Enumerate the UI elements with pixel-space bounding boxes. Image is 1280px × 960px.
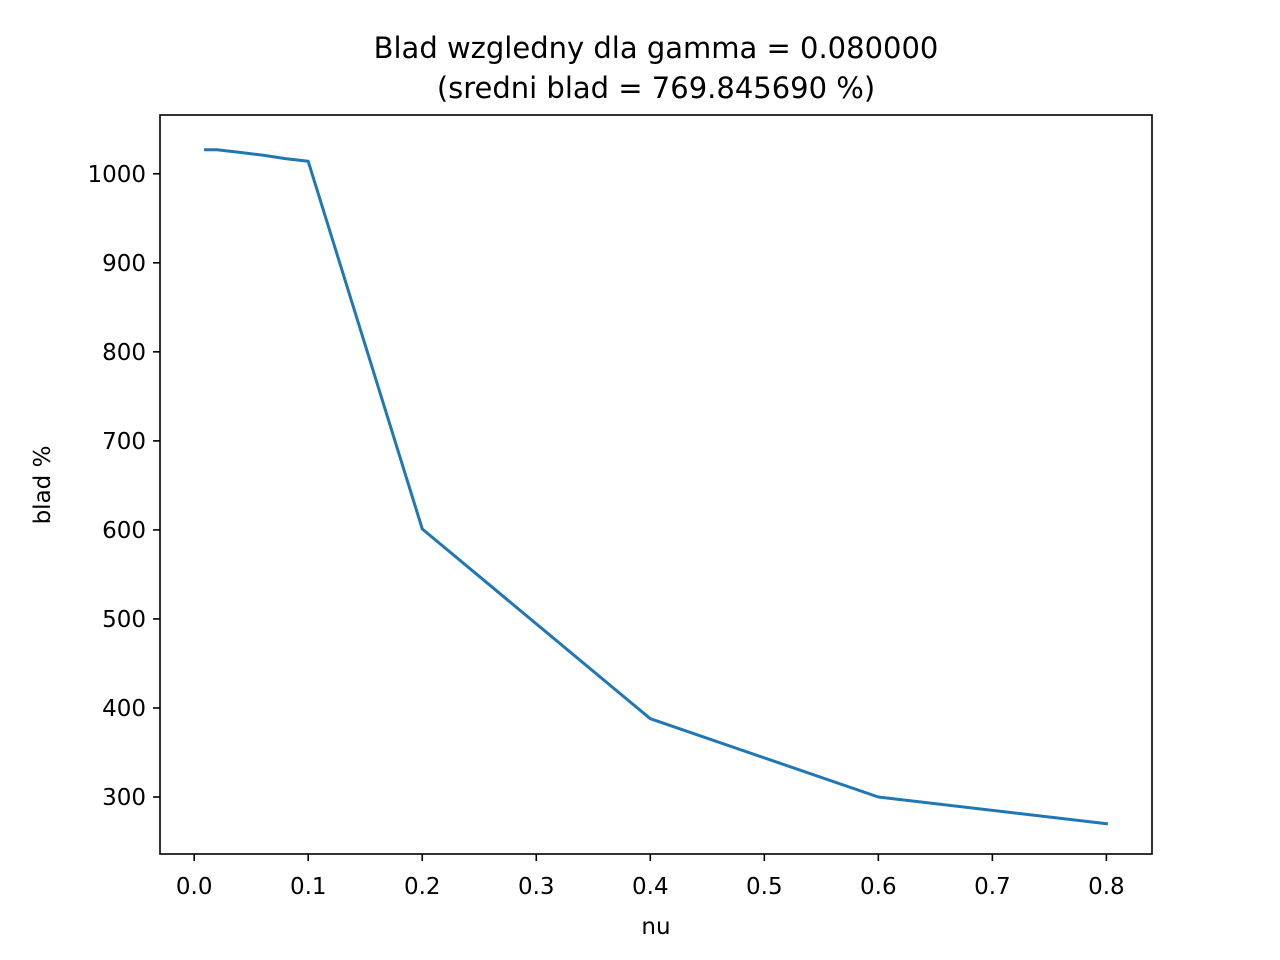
x-tick-label: 0.6 [860,874,897,900]
y-tick-label: 900 [102,251,146,277]
y-axis-label: blad % [30,446,56,525]
y-tick-label: 800 [102,340,146,366]
x-tick-label: 0.1 [290,874,327,900]
y-tick-label: 400 [102,696,146,722]
series-line [204,148,1109,826]
y-tick-label: 1000 [87,162,146,188]
y-axis-ticks: 300 400 500 600 700 800 900 1000 [87,162,160,811]
chart-subtitle: (sredni blad = 769.845690 %) [437,71,875,105]
x-tick-label: 0.3 [518,874,555,900]
x-tick-label: 0.5 [746,874,783,900]
chart-title: Blad wzgledny dla gamma = 0.080000 [374,31,939,65]
y-tick-label: 500 [102,607,146,633]
x-tick-label: 0.8 [1088,874,1125,900]
x-axis-ticks: 0.0 0.1 0.2 0.3 0.4 0.5 0.6 0.7 0.8 [176,854,1125,900]
x-tick-label: 0.2 [404,874,441,900]
x-tick-label: 0.7 [974,874,1011,900]
x-tick-label: 0.4 [632,874,669,900]
x-tick-label: 0.0 [176,874,213,900]
y-tick-label: 600 [102,518,146,544]
y-tick-label: 300 [102,785,146,811]
x-axis-label: nu [641,914,670,940]
plot-area-frame [159,114,1153,855]
series-layer [204,148,1109,826]
y-tick-label: 700 [102,429,146,455]
